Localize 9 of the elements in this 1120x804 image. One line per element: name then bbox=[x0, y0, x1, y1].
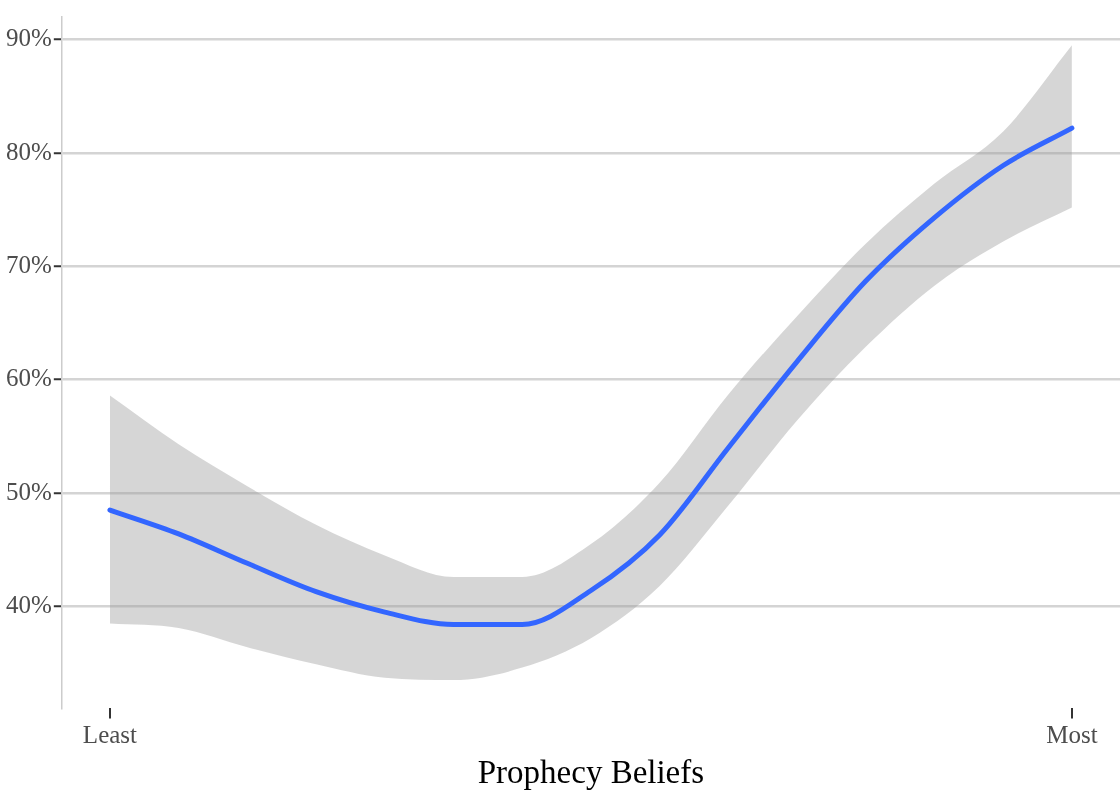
y-tick-label: 60% bbox=[6, 364, 52, 392]
x-tick-label: Most bbox=[1046, 720, 1098, 748]
y-tick-label: 80% bbox=[6, 137, 52, 165]
y-tick-label: 70% bbox=[6, 250, 52, 278]
y-tick-label: 50% bbox=[6, 477, 52, 505]
x-axis-title: Prophecy Beliefs bbox=[477, 753, 705, 790]
y-tick-label: 90% bbox=[6, 24, 52, 52]
y-tick-label: 40% bbox=[6, 590, 52, 618]
x-tick-label: Least bbox=[82, 720, 138, 748]
